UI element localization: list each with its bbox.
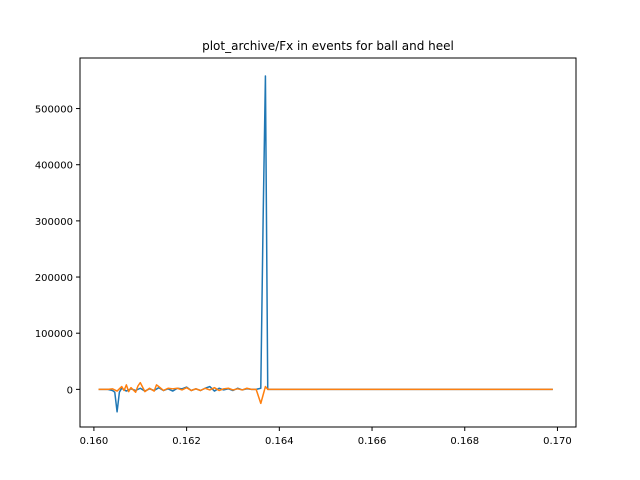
y-tick-label: 200000 [35,273,73,284]
y-tick-label: 500000 [35,105,73,116]
y-tick-label: 100000 [35,329,73,340]
x-tick-label: 0.168 [450,436,479,447]
y-axis-ticks: 0 100000 200000 300000 400000 500000 [35,105,80,396]
y-tick-label: 0 [67,385,73,396]
series-line-2 [98,381,553,405]
chart-title: plot_archive/Fx in events for ball and h… [202,39,454,53]
x-tick-label: 0.170 [543,436,572,447]
x-tick-label: 0.164 [265,436,294,447]
x-axis-ticks: 0.160 0.162 0.164 0.166 0.168 0.170 [80,427,572,447]
x-tick-label: 0.160 [80,436,109,447]
x-tick-label: 0.166 [358,436,387,447]
plot-frame [79,57,577,428]
y-tick-label: 400000 [35,161,73,172]
y-tick-label: 300000 [35,217,73,228]
series-layer [98,75,553,413]
x-tick-label: 0.162 [172,436,201,447]
